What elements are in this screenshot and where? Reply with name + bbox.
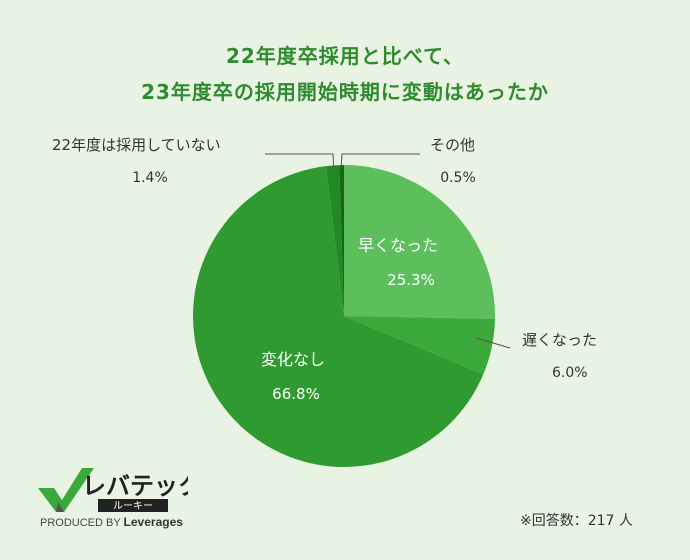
pie-slice-2: [192, 166, 484, 467]
pie-slice-1: [344, 316, 495, 375]
chart-title-line1: 22年度卒採用と比べて、: [225, 44, 465, 68]
response-count-note: ※回答数：217 人: [520, 513, 633, 529]
leader-line-other: [340, 153, 420, 171]
logo-brand: レバテック: [82, 473, 188, 500]
company-name: Leverages: [123, 515, 183, 529]
check-mark-icon: [38, 468, 94, 512]
slice-label-later: 遅くなった: [522, 331, 597, 349]
slice-value-other: 0.5%: [440, 170, 476, 186]
produced-by: PRODUCED BY Leverages: [40, 515, 183, 529]
slice-value-later: 6.0%: [552, 365, 588, 381]
pie-slice-0: [344, 165, 495, 319]
slice-value-not-hiring: 1.4%: [132, 170, 168, 186]
logo-sub: ルーキー: [113, 501, 153, 512]
slice-label-earlier: 早くなった: [358, 236, 438, 255]
levtech-rookie-logo: レバテック ルーキー: [38, 468, 188, 512]
slice-label-no-change: 変化なし: [261, 350, 325, 369]
slice-value-earlier: 25.3%: [387, 271, 435, 289]
produced-by-label: PRODUCED BY: [40, 517, 121, 529]
slice-label-other: その他: [430, 136, 475, 154]
chart-title-line2: 23年度卒の採用開始時期に変動はあったか: [141, 80, 549, 104]
pie-slice-3: [326, 165, 344, 316]
slice-value-no-change: 66.8%: [272, 385, 320, 403]
leader-line-later: [475, 337, 511, 349]
slice-label-not-hiring: 22年度は採用していない: [52, 136, 221, 154]
leader-line-not-hiring: [265, 153, 335, 173]
pie-slice-4: [339, 164, 344, 316]
